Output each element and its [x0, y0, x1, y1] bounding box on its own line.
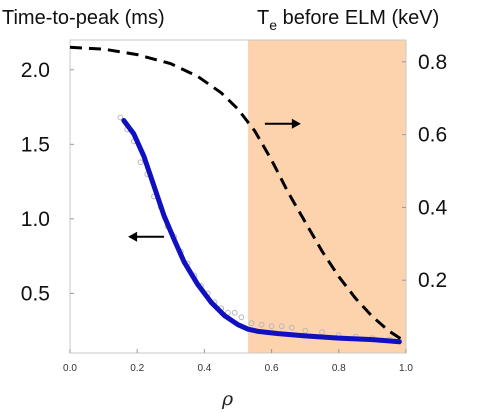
scatter-point: [238, 314, 245, 321]
x-tick-label: 0.0: [63, 363, 77, 374]
scatter-point: [288, 324, 295, 331]
right-axis-title: Te before ELM (keV): [257, 7, 439, 33]
x-tick-label: 0.6: [265, 363, 279, 374]
y-left-tick-label: 1.5: [21, 133, 50, 156]
y-right-tick-label: 0.8: [418, 51, 447, 74]
y-right-tick-label: 0.6: [418, 124, 447, 147]
solid-series-line: [121, 118, 402, 345]
scatter-point: [302, 327, 309, 334]
y-left-tick-label: 2.0: [21, 59, 50, 82]
arrow-right-head: [291, 118, 301, 129]
x-tick-label: 0.8: [332, 363, 346, 374]
arrow-left-head: [128, 231, 138, 242]
arrows: [128, 118, 301, 242]
plot-frame: [69, 39, 407, 354]
shaded-region: [248, 40, 406, 353]
y-right-tick-label: 0.2: [418, 269, 447, 292]
scatter-point: [231, 309, 238, 316]
scatter-point: [137, 159, 144, 166]
scatter-point: [117, 114, 124, 121]
x-tick-label: 0.2: [130, 363, 144, 374]
solid-series: [121, 118, 402, 345]
x-tick-label: 1.0: [399, 363, 413, 374]
scatter-point: [248, 320, 255, 327]
y-left-tick-label: 1.0: [21, 208, 50, 231]
scatter-point: [258, 321, 265, 328]
y-right-tick-label: 0.4: [418, 196, 448, 219]
scatter-point: [278, 323, 285, 330]
x-axis-label: ρ: [221, 388, 234, 410]
scatter-point: [268, 323, 275, 330]
left-axis-title: Time-to-peak (ms): [2, 7, 165, 29]
x-tick-label: 0.4: [197, 363, 211, 374]
y-left-tick-label: 0.5: [21, 282, 50, 305]
ticks: 0.0 0.2 0.4 0.6 0.8 1.0 0.5 1.0 1.5 2.0 0.2 0.4 0.6 0…: [21, 51, 448, 374]
